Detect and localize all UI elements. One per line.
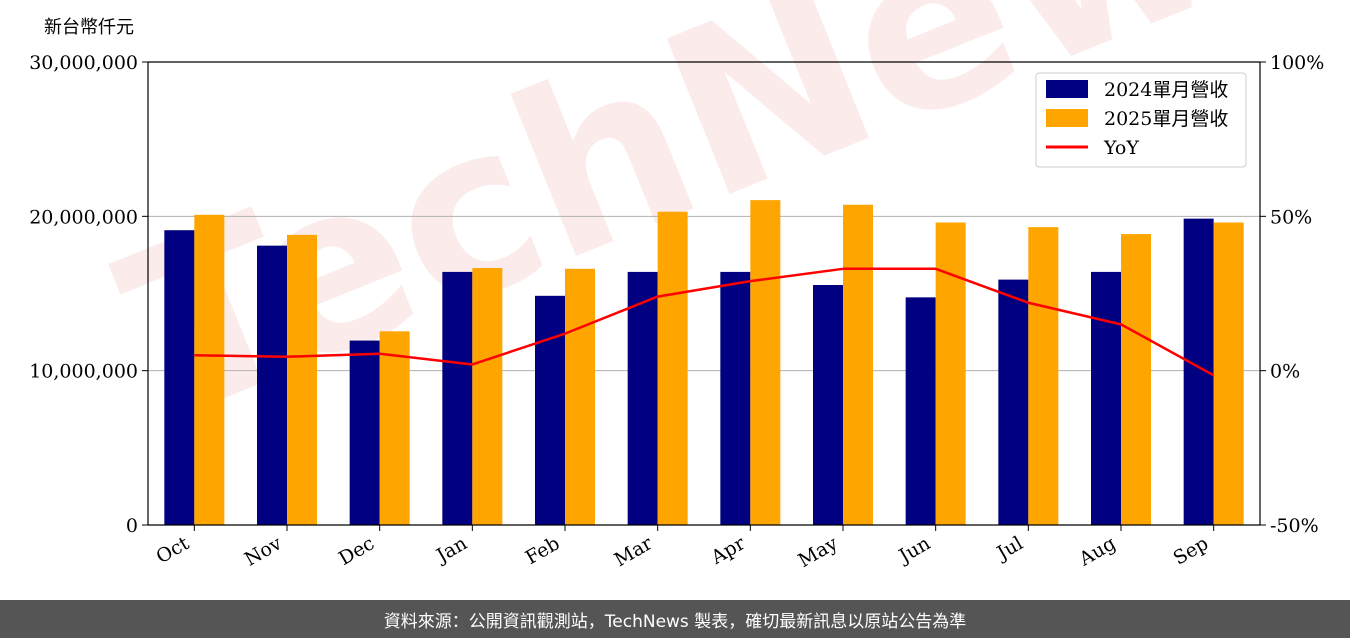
x-tick-label-mar: Mar xyxy=(611,532,657,571)
bar-2025-feb xyxy=(565,268,595,525)
legend-swatch-2024 xyxy=(1046,80,1088,98)
x-tick-label-feb: Feb xyxy=(522,532,564,569)
bar-2024-jul xyxy=(998,279,1029,525)
y-axis-unit-label: 新台幣仟元 xyxy=(44,17,134,38)
x-tick-label-jun: Jun xyxy=(894,532,935,568)
right-tick-label: 100% xyxy=(1270,52,1324,74)
right-tick-label: -50% xyxy=(1270,515,1319,537)
x-tick-label-dec: Dec xyxy=(335,532,378,570)
bar-2025-sep xyxy=(1213,222,1244,526)
bar-2025-jan xyxy=(472,268,503,525)
x-tick-label-nov: Nov xyxy=(241,532,286,571)
left-tick-label: 20,000,000 xyxy=(29,206,138,228)
bar-2024-nov xyxy=(257,245,287,525)
bar-2025-apr xyxy=(750,200,781,525)
yoy-line xyxy=(194,267,1215,377)
x-tick-label-apr: Apr xyxy=(707,532,750,569)
legend: 2024單月營收 2025單月營收 YoY xyxy=(1035,72,1247,168)
bar-2024-aug xyxy=(1091,271,1121,525)
x-tick-label-jan: Jan xyxy=(431,532,471,568)
bar-2025-nov xyxy=(287,234,317,525)
bar-2025-dec xyxy=(379,331,410,525)
bar-2025-may xyxy=(843,204,873,525)
bar-2024-apr xyxy=(720,271,751,525)
left-tick-label: 10,000,000 xyxy=(29,361,138,383)
left-tick-label: 30,000,000 xyxy=(29,52,138,74)
x-tick-label-sep: Sep xyxy=(1170,532,1213,569)
bar-2025-jul xyxy=(1028,227,1059,526)
bar-2024-may xyxy=(813,285,843,525)
bar-2025-mar xyxy=(657,211,688,525)
bar-2024-feb xyxy=(535,295,565,525)
legend-label-1: 2025單月營收 xyxy=(1104,108,1228,130)
bar-2024-jan xyxy=(442,271,473,525)
bar-2025-oct xyxy=(194,214,225,526)
legend-label-2: YoY xyxy=(1103,137,1139,159)
legend-swatch-2025 xyxy=(1046,109,1088,127)
right-tick-label: 0% xyxy=(1270,361,1300,383)
source-footer: 資料來源：公開資訊觀測站，TechNews 製表，確切最新訊息以原站公告為準 xyxy=(0,600,1350,638)
bar-2025-jun xyxy=(935,222,966,526)
axes xyxy=(147,61,1261,526)
bars xyxy=(164,200,1244,526)
legend-label-0: 2024單月營收 xyxy=(1104,79,1228,101)
x-tick-label-jul: Jul xyxy=(992,532,1027,565)
bar-2024-oct xyxy=(164,230,195,525)
legend-box xyxy=(1035,72,1247,168)
chart: TechNews 010,000,00020,000,00030,000,000… xyxy=(29,0,1350,572)
right-tick-label: 50% xyxy=(1270,206,1312,228)
bar-2025-aug xyxy=(1121,234,1151,525)
bar-2024-jun xyxy=(905,297,936,525)
yoy-series-line xyxy=(194,267,1215,377)
x-tick-label-oct: Oct xyxy=(153,532,194,568)
left-tick-label: 0 xyxy=(126,515,138,537)
bar-2024-dec xyxy=(349,340,380,525)
bar-2024-mar xyxy=(627,271,658,525)
x-tick-label-aug: Aug xyxy=(1075,532,1120,571)
x-tick-label-may: May xyxy=(795,532,842,572)
grid-lines xyxy=(148,215,1260,372)
